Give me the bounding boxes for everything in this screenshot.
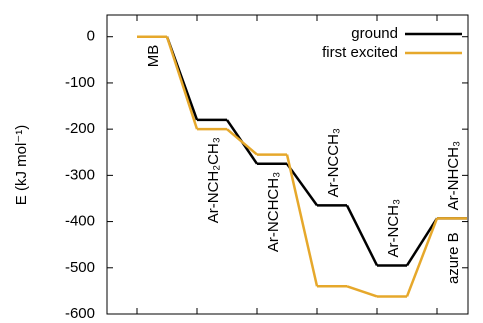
connector	[285, 163, 319, 207]
y-tick-label: -400	[65, 213, 95, 230]
level-label: Ar-NCHCH₃	[265, 172, 282, 252]
connector	[165, 36, 199, 130]
connector	[346, 285, 378, 298]
legend-label: first excited	[322, 44, 398, 61]
connector	[345, 204, 379, 267]
y-tick-label: -200	[65, 120, 95, 137]
level-label: Ar-NCH₂CH₃	[205, 137, 222, 223]
legend-label: ground	[351, 25, 398, 42]
level-label: Ar-NHCH₃	[445, 141, 462, 210]
y-tick-label: -600	[65, 305, 95, 322]
connector	[285, 154, 319, 287]
y-tick-label: 0	[87, 28, 95, 45]
level-label: Ar-NCH₃	[385, 199, 402, 258]
y-axis-label: E (kJ mol⁻¹)	[13, 125, 30, 205]
connector	[405, 217, 439, 267]
level-label: Ar-NCCH₃	[325, 128, 342, 197]
plot-frame	[106, 14, 469, 315]
connector	[226, 128, 258, 156]
y-tick-label: -100	[65, 74, 95, 91]
y-tick-label: -300	[65, 166, 95, 183]
level-annotation: azure B	[445, 232, 462, 284]
level-label: MB	[145, 45, 162, 68]
connector	[405, 217, 439, 297]
y-tick-label: -500	[65, 259, 95, 276]
